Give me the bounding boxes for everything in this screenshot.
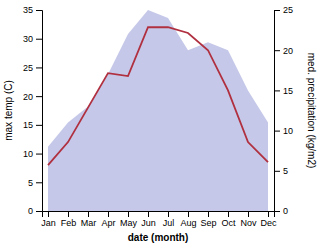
tick-label: Apr — [101, 218, 115, 228]
tick-label: Jul — [163, 218, 175, 228]
axis-line — [43, 212, 275, 218]
tick: Dec — [260, 211, 277, 228]
tick: Sep — [200, 211, 216, 228]
y2-axis: 0 5 10 15 20 25 — [274, 5, 293, 216]
tick-label: Jun — [141, 218, 156, 228]
y-axis-title: max temp (C) — [3, 80, 14, 141]
tick-label: Aug — [180, 218, 196, 228]
x-axis-title: date (month) — [128, 232, 189, 243]
tick-label: 20 — [23, 92, 33, 102]
plot: Jan Feb Mar Apr MayJun Jul Aug Sep Oct NovDec 0 5 10… — [23, 5, 293, 228]
tick-mark — [168, 211, 169, 217]
tick: 20 — [274, 46, 293, 56]
tick-mark — [274, 90, 280, 91]
tick-label: 35 — [23, 5, 33, 15]
tick-mark — [188, 211, 189, 217]
tick: 15 — [274, 86, 293, 96]
tick: Mar — [81, 211, 97, 228]
tick-label: Feb — [61, 218, 77, 228]
tick-mark — [68, 211, 69, 217]
tick-mark — [268, 211, 269, 217]
tick: 5 — [274, 166, 288, 176]
tick-label: 30 — [23, 34, 33, 44]
tick: 25 — [274, 5, 293, 15]
tick: 30 — [23, 34, 42, 44]
tick-mark — [228, 211, 229, 217]
tick: 0 — [28, 206, 42, 216]
tick: Jun — [141, 211, 156, 228]
axis-line — [36, 11, 43, 212]
x-axis: Jan Feb Mar Apr MayJun Jul Aug Sep Oct NovDec — [41, 211, 277, 228]
tick: Aug — [180, 211, 196, 228]
tick-mark — [274, 50, 280, 51]
line — [48, 27, 268, 165]
tick-label: 25 — [23, 63, 33, 73]
tick-mark — [36, 67, 42, 68]
tick-mark — [148, 211, 149, 217]
tick-label: Nov — [240, 218, 257, 228]
tick-mark — [36, 182, 42, 183]
tick: 10 — [23, 149, 42, 159]
tick-mark — [108, 211, 109, 217]
marks — [48, 10, 268, 211]
tick: 0 — [274, 206, 288, 216]
chart: Jan Feb Mar Apr MayJun Jul Aug Sep Oct NovDec 0 5 10… — [0, 0, 318, 247]
tick: 25 — [23, 63, 42, 73]
tick-mark — [36, 96, 42, 97]
axis-line — [275, 11, 281, 212]
tick-mark — [274, 171, 280, 172]
tick: Oct — [221, 211, 236, 228]
tick-mark — [88, 211, 89, 217]
area — [48, 10, 268, 211]
tick: 5 — [28, 178, 42, 188]
tick-label: Dec — [260, 218, 277, 228]
y2-axis-title: med. precipitation (kg/m2) — [306, 53, 317, 169]
tick: Jul — [163, 211, 175, 228]
tick: 35 — [23, 5, 42, 15]
tick-mark — [274, 10, 280, 11]
tick: Jan — [41, 211, 56, 228]
tick-label: 5 — [283, 166, 288, 176]
tick-mark — [48, 211, 49, 217]
tick: Nov — [240, 211, 257, 228]
tick-label: Mar — [81, 218, 97, 228]
tick-label: 5 — [28, 178, 33, 188]
tick-label: Oct — [221, 218, 236, 228]
tick-mark — [36, 154, 42, 155]
tick-label: 15 — [23, 120, 33, 130]
tick-label: 10 — [23, 149, 33, 159]
tick: 15 — [23, 120, 42, 130]
tick: 20 — [23, 92, 42, 102]
tick-label: 20 — [283, 46, 293, 56]
tick-label: Jan — [41, 218, 56, 228]
tick-mark — [274, 211, 280, 212]
tick-mark — [36, 125, 42, 126]
tick-label: 15 — [283, 86, 293, 96]
tick: Apr — [101, 211, 115, 228]
tick-mark — [36, 211, 42, 212]
tick: May — [120, 211, 138, 228]
tick-label: May — [120, 218, 138, 228]
tick: Feb — [61, 211, 77, 228]
tick-mark — [36, 39, 42, 40]
tick-label: Sep — [200, 218, 216, 228]
tick-mark — [274, 131, 280, 132]
tick-mark — [128, 211, 129, 217]
tick-mark — [36, 10, 42, 11]
tick-mark — [208, 211, 209, 217]
tick-label: 0 — [283, 206, 288, 216]
y-axis: 0 5 10 15 20 25 30 35 — [23, 5, 43, 216]
tick: 10 — [274, 126, 293, 136]
tick-label: 0 — [28, 206, 33, 216]
tick-label: 10 — [283, 126, 293, 136]
tick-mark — [248, 211, 249, 217]
tick-label: 25 — [283, 5, 293, 15]
